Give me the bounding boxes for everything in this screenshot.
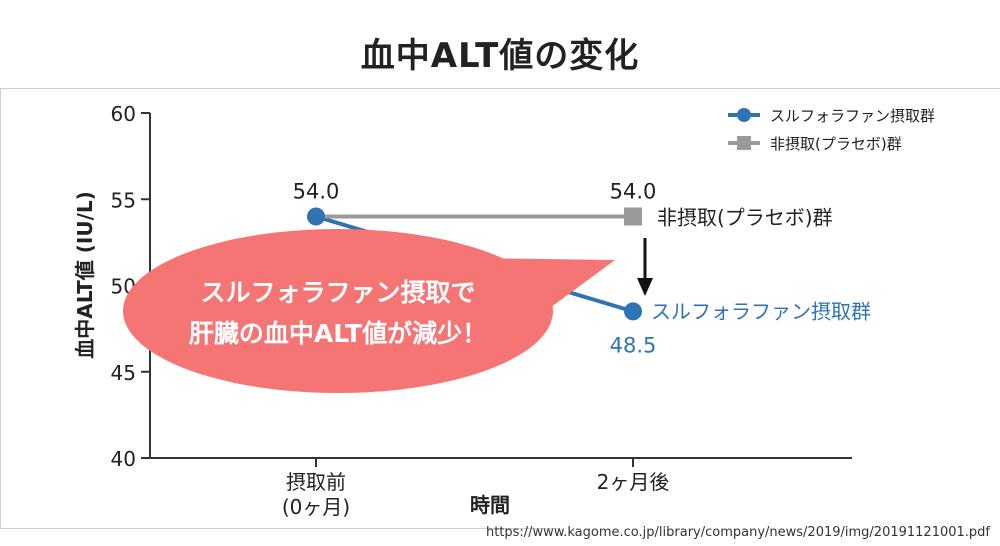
legend-marker-sulforaphane xyxy=(737,108,751,122)
y-tick-label-60: 60 xyxy=(111,102,136,126)
frame-left-border xyxy=(0,88,1,528)
chart-title: 血中ALT値の変化 xyxy=(360,36,640,76)
x-axis-title: 時間 xyxy=(470,493,510,517)
x-tick-label-0-1: (0ヶ月) xyxy=(282,495,350,519)
legend-label-placebo: 非摂取(プラセボ)群 xyxy=(770,135,902,153)
data-label-placebo-1: 54.0 xyxy=(610,180,657,204)
y-tick-label-40: 40 xyxy=(111,447,136,471)
y-axis-title: 血中ALT値 (IU/L) xyxy=(73,191,97,359)
x-tick-label-1-0: 2ヶ月後 xyxy=(597,470,670,494)
y-tick-label-55: 55 xyxy=(111,188,136,212)
data-label-sulforaphane-0: 54.0 xyxy=(293,180,340,204)
point-placebo-1 xyxy=(624,207,642,226)
x-tick-label-0-0: 摂取前 xyxy=(286,470,346,494)
down-arrow-head xyxy=(637,278,653,296)
data-label-sulforaphane-1: 48.5 xyxy=(610,333,657,357)
callout-text-line2: 肝臓の血中ALT値が減少！ xyxy=(189,319,487,348)
point-sulforaphane-0 xyxy=(307,207,325,226)
y-tick-label-45: 45 xyxy=(111,361,136,385)
source-url: https://www.kagome.co.jp/library/company… xyxy=(485,525,990,540)
callout-text-line1: スルフォラファン摂取で xyxy=(200,278,475,307)
end-label-sulforaphane: スルフォラファン摂取群 xyxy=(651,299,871,323)
point-sulforaphane-1 xyxy=(624,302,642,321)
end-label-placebo: 非摂取(プラセボ)群 xyxy=(657,206,833,230)
frame-bottom-border xyxy=(0,528,560,529)
legend-label-sulforaphane: スルフォラファン摂取群 xyxy=(770,107,935,125)
frame-top-border xyxy=(0,88,1000,89)
callout-bubble xyxy=(123,229,553,393)
legend-marker-placebo xyxy=(737,136,751,150)
